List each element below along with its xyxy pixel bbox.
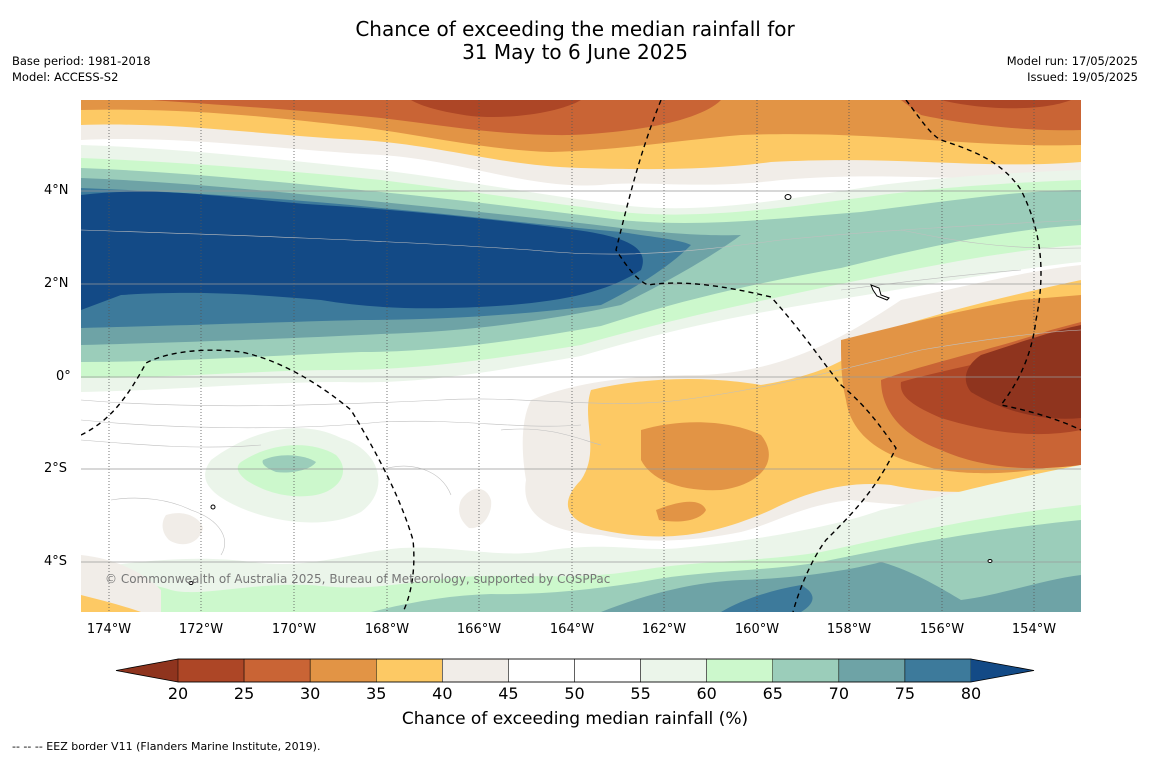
colorbar-segment — [177, 658, 245, 683]
lat-label-0: 0° — [56, 369, 71, 384]
colorbar-extend-high — [971, 659, 1034, 682]
thin-contours — [81, 219, 1081, 556]
north-wet-band — [81, 145, 1081, 392]
colorbar-segment — [309, 658, 377, 683]
map-title: Chance of exceeding the median rainfall … — [0, 18, 1150, 64]
lon-label-158w: 158°W — [826, 622, 872, 637]
map-canvas — [81, 100, 1081, 612]
colorbar-tick-label: 65 — [762, 684, 783, 703]
lon-label-154w: 154°W — [1011, 622, 1057, 637]
colorbar-label: Chance of exceeding median rainfall (%) — [401, 709, 749, 729]
colorbar-tick-label: 55 — [630, 684, 651, 703]
colorbar-tick-label: 20 — [167, 684, 189, 703]
colorbar-segment — [772, 658, 840, 683]
colorbar-extend-low — [116, 659, 178, 682]
southwest-wet-blob — [162, 428, 492, 545]
lon-label-174w: 174°W — [86, 622, 132, 637]
lat-label-4s: 4°S — [44, 554, 68, 569]
title-line-1: Chance of exceeding the median rainfall … — [355, 17, 795, 41]
colorbar-tick-label: 80 — [960, 684, 982, 703]
colorbar-outline — [115, 658, 1035, 683]
issued-text: Issued: 19/05/2025 — [1027, 70, 1138, 84]
latitude-gridlines — [81, 190, 1081, 563]
lon-label-166w: 166°W — [456, 622, 502, 637]
colorbar-tick-label: 70 — [828, 684, 849, 703]
lon-label-162w: 162°W — [641, 622, 687, 637]
colorbar-segment — [376, 658, 443, 683]
colorbar-tick-label: 35 — [366, 684, 387, 703]
north-dry-band — [81, 100, 1081, 186]
colorbar-tick-label: 60 — [696, 684, 717, 703]
colorbar-tick-label: 75 — [894, 684, 916, 703]
lon-label-160w: 160°W — [734, 622, 780, 637]
longitude-gridlines — [108, 100, 1035, 612]
lon-label-164w: 164°W — [549, 622, 595, 637]
east-dry-region — [522, 265, 1081, 541]
colorbar-tick-label: 30 — [299, 684, 321, 703]
islands — [188, 194, 993, 585]
lon-label-168w: 168°W — [364, 622, 410, 637]
lon-label-170w: 170°W — [271, 622, 317, 637]
lat-label-4n: 4°N — [44, 183, 69, 198]
colorbar-segment — [640, 658, 707, 683]
colorbar-segment — [838, 658, 906, 683]
colorbar-segment — [904, 658, 972, 683]
base-period-text: Base period: 1981-2018 — [12, 54, 151, 68]
meta-left: Base period: 1981-2018 Model: ACCESS-S2 — [12, 53, 151, 85]
eez-borders — [81, 100, 1081, 612]
lat-label-2n: 2°N — [44, 276, 69, 291]
title-line-2: 31 May to 6 June 2025 — [462, 40, 688, 64]
colorbar-tick-label: 45 — [498, 684, 519, 703]
colorbar-segment — [574, 658, 641, 683]
colorbar-segment — [706, 658, 774, 683]
colorbar-tick-label: 50 — [564, 684, 585, 703]
colorbar-tick-label: 25 — [233, 684, 255, 703]
south-wet-band — [81, 465, 1081, 612]
model-run-text: Model run: 17/05/2025 — [1006, 54, 1138, 68]
copyright-notice: © Commonwealth of Australia 2025, Bureau… — [105, 572, 611, 586]
lon-label-156w: 156°W — [919, 622, 965, 637]
lon-label-172w: 172°W — [178, 622, 224, 637]
meta-right: Model run: 17/05/2025 Issued: 19/05/2025 — [1007, 53, 1138, 85]
colorbar-segment — [243, 658, 311, 683]
rainfall-map — [81, 100, 1081, 612]
colorbar-segment — [508, 658, 575, 683]
lat-label-2s: 2°S — [44, 461, 68, 476]
colorbar-tick-label: 40 — [432, 684, 453, 703]
model-text: Model: ACCESS-S2 — [12, 70, 119, 84]
colorbar-segment — [442, 658, 509, 683]
eez-footnote: -- -- -- EEZ border V11 (Flanders Marine… — [12, 740, 321, 753]
